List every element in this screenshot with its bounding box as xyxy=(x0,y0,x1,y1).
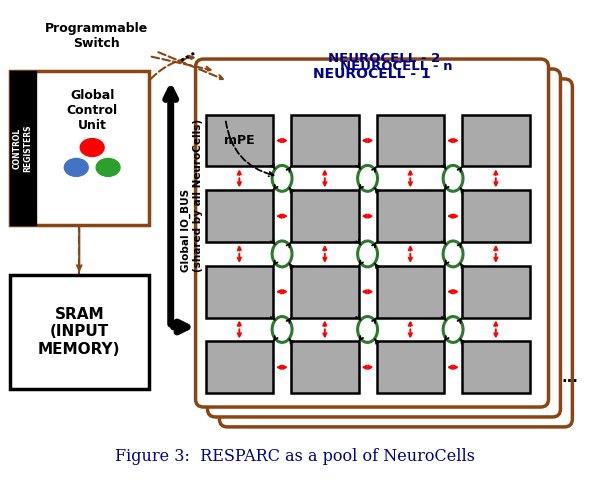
Bar xyxy=(462,115,530,167)
Ellipse shape xyxy=(443,316,463,342)
Ellipse shape xyxy=(272,316,292,342)
Bar xyxy=(376,190,444,242)
FancyBboxPatch shape xyxy=(219,79,572,427)
Ellipse shape xyxy=(64,158,88,176)
FancyBboxPatch shape xyxy=(208,69,560,417)
Bar xyxy=(291,115,359,167)
Ellipse shape xyxy=(80,139,104,156)
Text: mPE: mPE xyxy=(224,134,255,147)
Bar xyxy=(376,341,444,393)
Bar xyxy=(291,341,359,393)
Text: Global
Control
Unit: Global Control Unit xyxy=(67,89,118,132)
Bar xyxy=(205,341,273,393)
Text: NEUROCELL - 2: NEUROCELL - 2 xyxy=(328,52,440,65)
Ellipse shape xyxy=(443,166,463,192)
Text: Programmable
Switch: Programmable Switch xyxy=(44,22,148,50)
Text: ...: ... xyxy=(562,370,579,384)
Bar xyxy=(205,190,273,242)
Bar xyxy=(291,266,359,318)
Bar xyxy=(291,190,359,242)
Bar xyxy=(462,190,530,242)
Text: SRAM
(INPUT
MEMORY): SRAM (INPUT MEMORY) xyxy=(38,307,120,357)
Text: NEUROCELL - 1: NEUROCELL - 1 xyxy=(313,67,431,81)
Text: Figure 3:  RESPARC as a pool of NeuroCells: Figure 3: RESPARC as a pool of NeuroCell… xyxy=(115,448,475,465)
Text: ...: ... xyxy=(173,40,198,66)
Bar xyxy=(205,115,273,167)
Bar xyxy=(9,275,149,389)
Bar xyxy=(9,71,35,225)
FancyBboxPatch shape xyxy=(195,59,549,407)
Bar xyxy=(205,266,273,318)
Bar xyxy=(462,341,530,393)
Ellipse shape xyxy=(443,241,463,267)
Ellipse shape xyxy=(96,158,120,176)
Text: CONTROL
REGISTERS: CONTROL REGISTERS xyxy=(13,124,32,172)
Ellipse shape xyxy=(358,316,378,342)
Text: NEUROCELL - n: NEUROCELL - n xyxy=(340,60,452,73)
Bar xyxy=(462,266,530,318)
Ellipse shape xyxy=(272,241,292,267)
Ellipse shape xyxy=(272,166,292,192)
Bar xyxy=(376,266,444,318)
Ellipse shape xyxy=(358,241,378,267)
Text: Global IO_BUS
(shared by all NeuroCells): Global IO_BUS (shared by all NeuroCells) xyxy=(181,119,202,272)
Bar xyxy=(376,115,444,167)
Ellipse shape xyxy=(358,166,378,192)
Bar xyxy=(9,71,149,225)
